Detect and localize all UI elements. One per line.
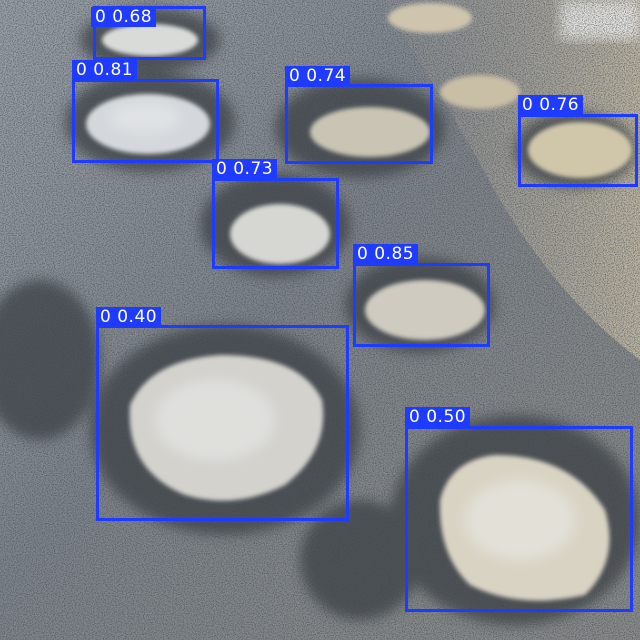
detection-label-5: 0 0.73 bbox=[212, 159, 278, 179]
detection-label-2: 0 0.81 bbox=[72, 60, 138, 80]
detection-box-7 bbox=[96, 325, 349, 521]
detection-label-6: 0 0.85 bbox=[353, 244, 419, 264]
water-highlights bbox=[110, 103, 575, 560]
detection-box-3 bbox=[285, 84, 433, 164]
detection-box-2 bbox=[72, 79, 219, 163]
detection-label-1: 0 0.68 bbox=[91, 7, 157, 27]
detection-label-7: 0 0.40 bbox=[96, 307, 162, 327]
detection-label-8: 0 0.50 bbox=[405, 407, 471, 427]
detection-box-5 bbox=[212, 178, 339, 269]
detection-label-3: 0 0.74 bbox=[285, 66, 351, 86]
detection-box-6 bbox=[353, 263, 490, 347]
detection-box-8 bbox=[405, 426, 633, 612]
detection-label-4: 0 0.76 bbox=[518, 95, 584, 115]
detection-box-4 bbox=[518, 114, 638, 187]
